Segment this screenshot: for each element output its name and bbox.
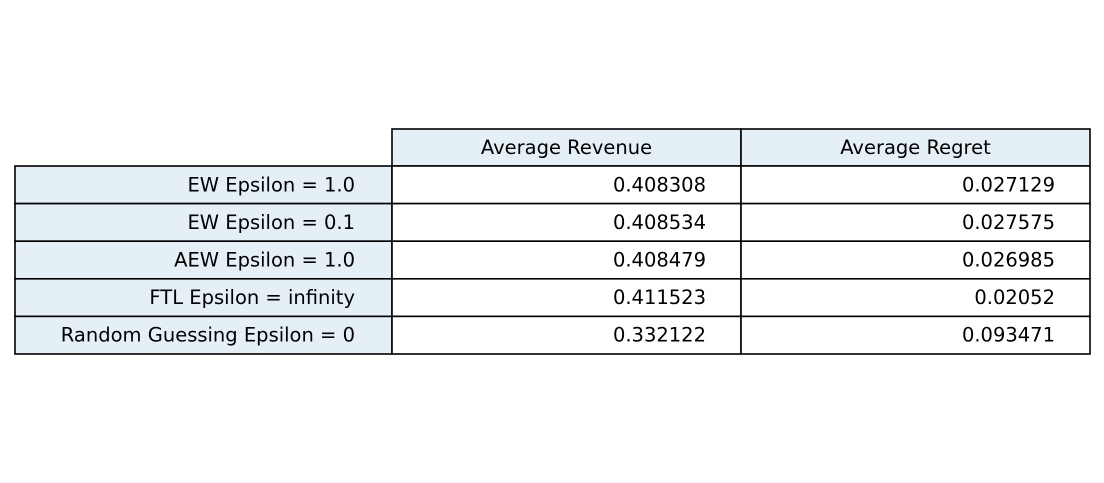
table-cell-value: 0.408534 bbox=[613, 211, 706, 234]
row-header-label: EW Epsilon = 1.0 bbox=[187, 173, 355, 196]
table-cell-value: 0.02052 bbox=[974, 286, 1055, 309]
row-header-label: FTL Epsilon = infinity bbox=[149, 286, 355, 309]
table-cell-value: 0.332122 bbox=[613, 324, 706, 347]
table-cell bbox=[740, 240, 1091, 280]
row-header-cell bbox=[14, 202, 393, 243]
table-cell-value: 0.026985 bbox=[962, 249, 1055, 272]
row-header-label: Random Guessing Epsilon = 0 bbox=[61, 324, 355, 347]
table-cell bbox=[391, 240, 742, 280]
table-cell-value: 0.093471 bbox=[962, 324, 1055, 347]
table-cell-value: 0.411523 bbox=[613, 286, 706, 309]
row-header-cell bbox=[14, 277, 393, 318]
row-header-label: EW Epsilon = 0.1 bbox=[187, 211, 355, 234]
column-header-cell bbox=[740, 128, 1091, 167]
table-cell bbox=[740, 277, 1091, 318]
table-cell-value: 0.408308 bbox=[613, 173, 706, 196]
table-cell-value: 0.408479 bbox=[613, 249, 706, 272]
column-header-label: Average Revenue bbox=[481, 136, 652, 159]
table-cell bbox=[740, 315, 1091, 355]
row-header-label: AEW Epsilon = 1.0 bbox=[174, 249, 355, 272]
column-header-label: Average Regret bbox=[840, 136, 991, 159]
table-cell-value: 0.027129 bbox=[962, 173, 1055, 196]
table-cell bbox=[740, 202, 1091, 243]
table-cell-value: 0.027575 bbox=[962, 211, 1055, 234]
column-header-cell bbox=[391, 128, 742, 167]
table-cell bbox=[391, 315, 742, 355]
